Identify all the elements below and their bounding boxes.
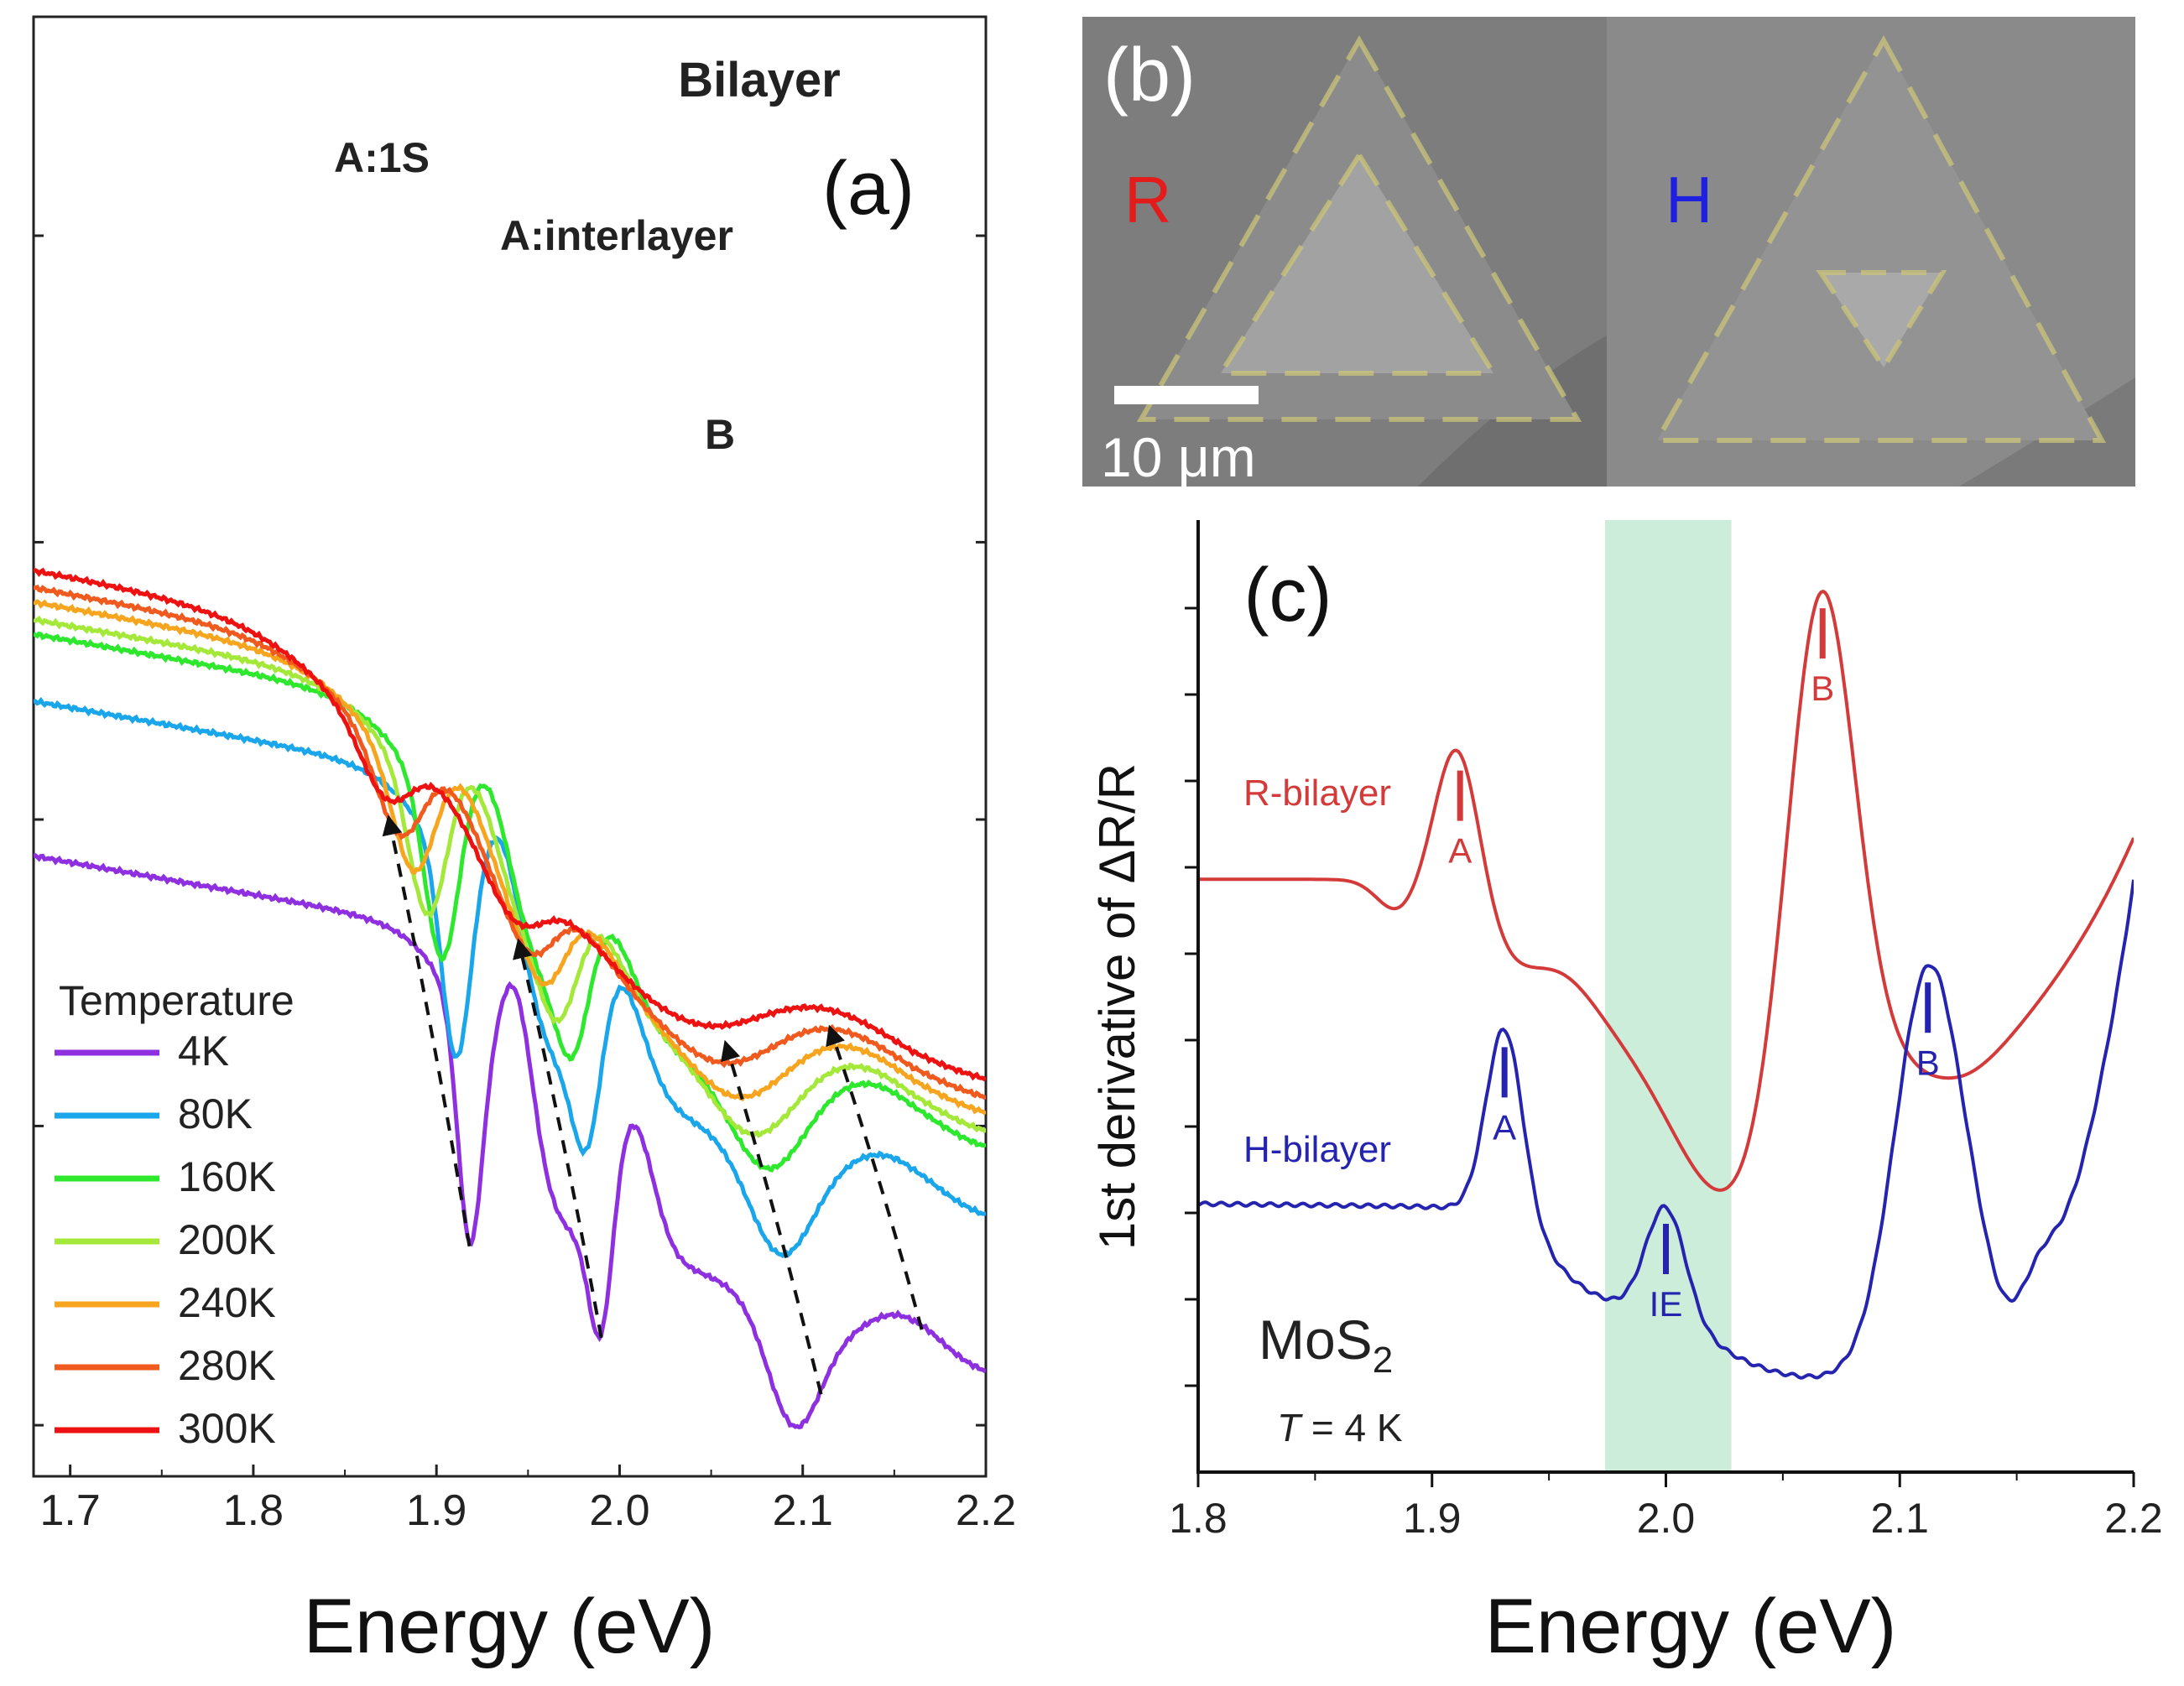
peak-label: A [1448,831,1472,871]
series-160K [34,631,986,1173]
panel-c-yticks [1185,606,1198,1387]
legend-label: 200K [178,1216,276,1263]
legend-label: 4K [178,1028,229,1075]
panel-a: 1.7 1.8 1.9 2.0 2.1 2.2 Bilayer (a) A:1S A:in… [32,15,1016,1669]
scale-bar [1114,386,1259,404]
c-xtick-label: 2.2 [2104,1495,2163,1542]
a-xtick-label: 1.8 [223,1486,284,1535]
panel-c-series [1198,589,2134,1380]
series-4K [34,853,986,1430]
legend-title: Temperature [59,977,295,1024]
annotation-b: B [705,411,735,458]
a-xtick-label: 1.7 [40,1486,101,1535]
sample-name: MoS [1259,1309,1373,1371]
peak-label: A [1493,1107,1516,1147]
panel-a-xlabel: Energy (eV) [304,1584,716,1669]
panel-a-title: Bilayer [678,53,840,107]
micrograph-h: H [1607,17,2135,487]
legend-label: 300K [178,1405,276,1452]
a-xtick-label: 2.1 [773,1486,833,1535]
sample-subscript: 2 [1373,1340,1393,1381]
panel-a-xticks: 1.7 1.8 1.9 2.0 2.1 2.2 [40,1465,1016,1535]
panel-c-xlabel: Energy (eV) [1485,1584,1897,1669]
panel-c-label: (c) [1244,554,1332,637]
a-xtick-label: 2.0 [589,1486,649,1535]
panel-a-yticks [34,234,986,1427]
peak-label: B [1916,1043,1940,1082]
annotation-a-interlayer: A:interlayer [500,212,733,259]
panel-c-ylabel: 1st derivative of ΔR/R [1089,763,1145,1250]
legend-label: 160K [178,1153,276,1200]
peak-label: IE [1650,1284,1683,1324]
highlight-band [1605,520,1732,1472]
series-300K [34,567,986,1082]
c-xtick-label: 2.1 [1870,1495,1929,1542]
series-label-h-bilayer: H-bilayer [1243,1129,1391,1170]
c-xtick-label: 2.0 [1637,1495,1696,1542]
legend-label: 280K [178,1342,276,1389]
scale-bar-label: 10 μm [1101,426,1256,487]
series-R-bilayer [1198,589,2134,1192]
c-xtick-label: 1.8 [1169,1495,1228,1542]
label-h: H [1665,163,1712,237]
annotation-a1s: A:1S [334,134,430,181]
series-200K [34,615,986,1139]
panel-a-guides [382,814,924,1395]
series-label-r-bilayer: R-bilayer [1243,773,1391,814]
legend-label: 80K [178,1090,253,1137]
guide-arrow [721,1039,823,1395]
panel-a-frame [32,15,988,1478]
a-xtick-label: 1.9 [406,1486,467,1535]
series-H-bilayer [1198,879,2134,1380]
panel-c-xticks: 1.8 1.9 2.0 2.1 2.2 [1169,1472,2163,1542]
legend: Temperature 4K 80K 160K 200K 240K 280K 300K [55,977,295,1452]
label-r: R [1124,163,1171,237]
guide-arrow [382,814,472,1247]
temperature-value: = 4 K [1300,1406,1403,1449]
sample-label: MoS2 [1259,1309,1393,1381]
temperature-symbol: T [1277,1406,1303,1449]
peak-label: B [1811,669,1834,708]
c-xtick-label: 1.9 [1403,1495,1462,1542]
panel-c: 1.8 1.9 2.0 2.1 2.2 A B A IE B (c) R-bilayer H-b… [1089,520,2163,1669]
micrograph-r: R (b) 10 μm [1082,17,1607,487]
legend-label: 240K [178,1279,276,1326]
a-xtick-label: 2.2 [956,1486,1016,1535]
temperature-label: T = 4 K [1277,1406,1403,1449]
panel-a-label: (a) [822,147,915,231]
guide-arrow [513,938,603,1339]
panel-c-peak-markers: A B A IE B [1448,608,1940,1324]
series-240K [34,599,986,1116]
panel-b-label: (b) [1103,34,1196,117]
